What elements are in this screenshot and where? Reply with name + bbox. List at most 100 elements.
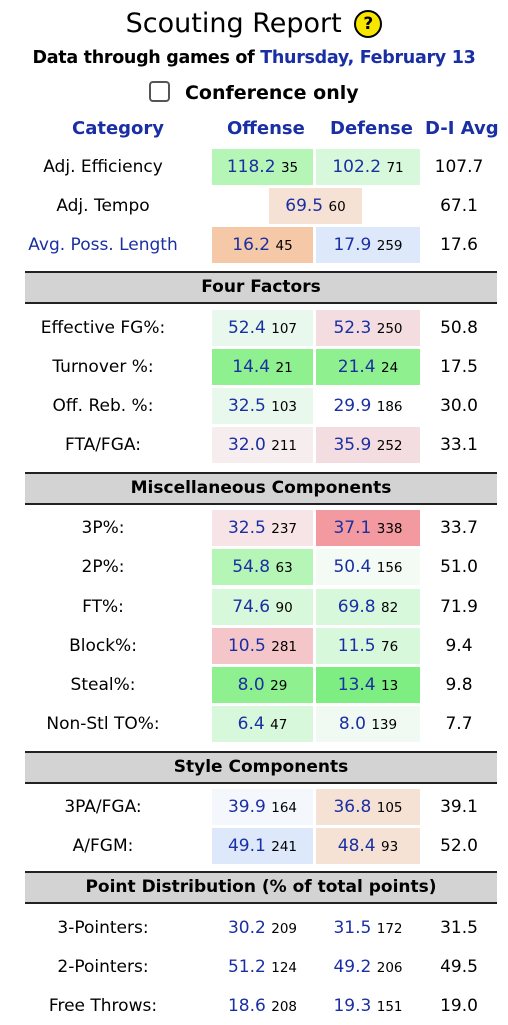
table-row: Steal%: 8.0 29 13.4 13 9.8 [0,667,508,703]
offense-value[interactable]: 32.5 [227,518,266,538]
defense-cell: 31.5 172 [316,910,420,946]
offense-value[interactable]: 32.5 [227,396,266,416]
offense-value[interactable]: 51.2 [227,957,266,977]
title-text: Scouting Report [125,8,342,39]
defense-value[interactable]: 69.8 [337,597,376,617]
d1-average: 7.7 [445,714,473,734]
defense-value[interactable]: 36.8 [333,797,372,817]
table-row: 3PA/FGA: 39.9 164 36.8 105 39.1 [0,789,508,825]
defense-value[interactable]: 48.4 [337,836,376,856]
offense-value[interactable]: 39.9 [227,797,266,817]
defense-rank: 76 [381,639,399,655]
defense-cell: 21.4 24 [316,349,420,385]
row-label: 2-Pointers: [57,957,149,977]
row-label: Adj. Tempo [56,196,150,216]
offense-value[interactable]: 118.2 [226,157,276,177]
table-row: Effective FG%: 52.4 107 52.3 250 50.8 [0,310,508,346]
defense-cell: 102.2 71 [316,149,420,185]
help-icon[interactable]: ? [354,10,383,38]
conference-only-toggle[interactable]: Conference only [0,79,508,107]
offense-value[interactable]: 30.2 [227,918,266,938]
conference-only-label: Conference only [184,82,359,104]
d1-average: 67.1 [440,196,478,216]
offense-rank: 124 [271,960,298,976]
defense-value[interactable]: 35.9 [333,435,372,455]
tempo-cell: 69.5 60 [269,188,362,224]
defense-value[interactable]: 102.2 [332,157,382,177]
table-row: 3P%: 32.5 237 37.1 338 33.7 [0,510,508,546]
poss-length-link[interactable]: Avg. Poss. Length [28,235,178,255]
offense-value[interactable]: 16.2 [232,235,271,255]
offense-value[interactable]: 18.6 [227,996,266,1016]
section-misc-components: Miscellaneous Components [25,472,497,505]
d1-average: 33.1 [440,435,478,455]
defense-value[interactable]: 11.5 [337,636,376,656]
defense-cell: 36.8 105 [316,789,420,825]
offense-value[interactable]: 54.8 [232,557,271,577]
defense-cell: 13.4 13 [316,667,420,703]
category-header[interactable]: Category [72,118,165,139]
offense-cell: 49.1 241 [212,828,313,864]
conference-only-checkbox[interactable] [149,81,171,102]
tempo-rank: 60 [328,199,346,215]
row-label: FT%: [82,597,124,617]
table-row: 2-Pointers: 51.2 124 49.2 206 49.5 [0,949,508,985]
offense-value[interactable]: 6.4 [237,714,265,734]
offense-value[interactable]: 14.4 [232,357,271,377]
defense-cell: 17.9 259 [316,227,420,263]
row-label: Free Throws: [48,996,158,1016]
d1-average: 9.8 [445,675,473,695]
offense-value[interactable]: 52.4 [227,318,266,338]
offense-cell: 30.2 209 [212,910,313,946]
offense-rank: 211 [271,438,298,454]
row-label: FTA/FGA: [65,435,141,455]
row-label: Non-Stl TO%: [46,714,160,734]
defense-value[interactable]: 19.3 [333,996,372,1016]
defense-value[interactable]: 13.4 [337,675,376,695]
offense-rank: 209 [271,921,298,937]
offense-cell: 18.6 208 [212,988,313,1024]
defense-value[interactable]: 49.2 [333,957,372,977]
defense-value[interactable]: 17.9 [333,235,372,255]
offense-rank: 241 [271,839,298,855]
d1-average: 17.5 [440,357,478,377]
offense-value[interactable]: 32.0 [227,435,266,455]
offense-value[interactable]: 49.1 [227,836,266,856]
defense-value[interactable]: 21.4 [337,357,376,377]
defense-rank: 82 [381,600,399,616]
offense-rank: 47 [270,717,288,733]
offense-rank: 63 [275,560,293,576]
d1-average: 50.8 [440,318,478,338]
date-link[interactable]: Thursday, February 13 [260,48,476,68]
defense-value[interactable]: 29.9 [333,396,372,416]
section-style-components: Style Components [25,751,497,784]
table-row: A/FGM: 49.1 241 48.4 93 52.0 [0,828,508,864]
table-row: FT%: 74.6 90 69.8 82 71.9 [0,589,508,625]
row-label: Off. Reb. %: [52,396,154,416]
defense-cell: 52.3 250 [316,310,420,346]
defense-value[interactable]: 37.1 [333,518,372,538]
tempo-value[interactable]: 69.5 [285,196,324,216]
defense-rank: 259 [376,238,403,254]
offense-value[interactable]: 74.6 [232,597,271,617]
defense-rank: 250 [376,321,403,337]
offense-rank: 208 [271,999,298,1015]
d1-average: 39.1 [440,797,478,817]
offense-header[interactable]: Offense [227,118,305,139]
defense-value[interactable]: 31.5 [333,918,372,938]
offense-cell: 32.5 103 [212,388,313,424]
defense-cell: 19.3 151 [316,988,420,1024]
defense-value[interactable]: 50.4 [333,557,372,577]
offense-value[interactable]: 10.5 [227,636,266,656]
offense-rank: 35 [280,160,299,176]
defense-cell: 49.2 206 [316,949,420,985]
d1-avg-header[interactable]: D-I Avg [425,118,499,139]
section-point-distribution: Point Distribution (% of total points) [25,871,497,904]
d1-average: 49.5 [440,957,478,977]
data-date-line: Data through games of Thursday, February… [0,45,508,71]
defense-value[interactable]: 8.0 [338,714,366,734]
offense-value[interactable]: 8.0 [237,675,265,695]
defense-header[interactable]: Defense [330,118,413,139]
defense-value[interactable]: 52.3 [333,318,372,338]
